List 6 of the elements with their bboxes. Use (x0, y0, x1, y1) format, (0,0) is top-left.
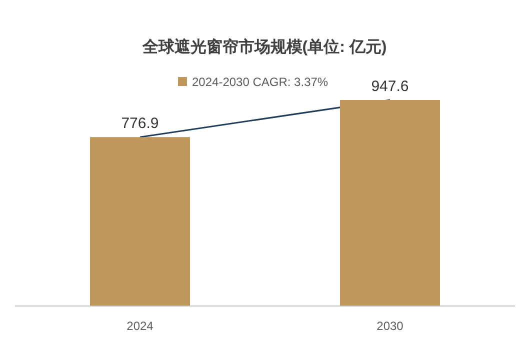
data-label: 947.6 (371, 78, 409, 95)
chart-title: 全球遮光窗帘市场规模(单位: 亿元) (141, 37, 387, 56)
data-label: 776.9 (121, 115, 159, 132)
x-tick-label: 2024 (126, 319, 154, 333)
x-tick-label: 2030 (376, 319, 404, 333)
legend-label: 2024-2030 CAGR: 3.37% (192, 75, 328, 89)
